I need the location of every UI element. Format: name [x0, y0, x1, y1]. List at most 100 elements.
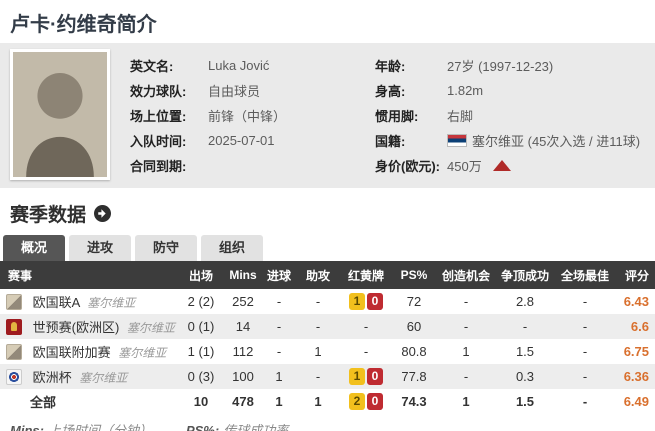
col-header-motm: 全场最佳: [554, 261, 616, 289]
footnote-ps: PS%: 传球成功率: [185, 423, 289, 431]
mins-cell: 252: [232, 294, 254, 309]
goals-cell: -: [276, 319, 282, 334]
season-stats-table: 赛事 出场 Mins 进球 助攻 红黄牌 PS% 创造机会 争顶成功 全场最佳 …: [0, 261, 655, 414]
team-name[interactable]: 塞尔维亚: [79, 371, 128, 385]
field-label: 效力球队:: [130, 84, 187, 99]
ps-cell: 77.8: [401, 369, 427, 384]
competition-icon: [6, 369, 22, 385]
aerials-cell: 1.5: [515, 344, 535, 359]
aerials-cell: 1.5: [515, 394, 535, 409]
competition-name[interactable]: 欧国联A: [32, 295, 80, 310]
player-profile-panel: 英文名: Luka Jović 效力球队: 自由球员 场上位置: 前锋（中锋） …: [0, 43, 655, 188]
competition-icon: [6, 319, 22, 335]
chances-cell: -: [463, 369, 469, 384]
chances-cell: -: [463, 319, 469, 334]
chances-cell: 1: [462, 394, 470, 409]
apps-cell: 0 (1): [187, 319, 215, 334]
apps-cell: 2 (2): [187, 294, 215, 309]
assists-cell: -: [315, 319, 321, 334]
motm-cell: -: [582, 369, 588, 384]
ps-cell: 74.3: [401, 394, 427, 409]
total-label: 全部: [30, 395, 57, 410]
goals-cell: 1: [275, 369, 283, 384]
goals-cell: 1: [275, 394, 283, 409]
field-value: 前锋（中锋）: [208, 109, 287, 124]
field-label: 入队时间:: [130, 134, 187, 149]
col-header-rating: 评分: [616, 261, 655, 289]
field-value: 自由球员: [208, 84, 261, 99]
yellow-card-badge: 1: [349, 368, 365, 385]
field-value: 1.82m: [447, 83, 484, 98]
col-header-assists: 助攻: [296, 261, 340, 289]
competition-icon: [6, 294, 22, 310]
table-row: 世预赛(欧洲区) 塞尔维亚 0 (1) 14 - - - 60 - - - 6.…: [0, 314, 655, 339]
competition-name[interactable]: 欧洲杯: [32, 370, 72, 385]
field-value: 塞尔维亚 (45次入选 / 进11球): [447, 131, 640, 150]
ps-cell: 80.8: [401, 344, 427, 359]
col-header-aerials: 争顶成功: [496, 261, 554, 289]
tab-defense[interactable]: 防守: [135, 235, 197, 261]
col-header-cards: 红黄牌: [340, 261, 392, 289]
yellow-card-badge: 1: [349, 293, 365, 310]
field-label: 英文名:: [130, 59, 174, 74]
col-header-mins: Mins: [224, 261, 262, 289]
assists-cell: 1: [314, 394, 322, 409]
motm-cell: -: [582, 294, 588, 309]
info-row-age: 年龄: 27岁 (1997-12-23): [375, 53, 650, 78]
red-card-badge: 0: [367, 368, 383, 385]
assists-cell: 1: [314, 344, 322, 359]
field-value: 右脚: [447, 109, 474, 124]
info-row-contract-end: 合同到期:: [130, 153, 370, 178]
col-header-goals: 进球: [262, 261, 296, 289]
team-name[interactable]: 塞尔维亚: [118, 346, 167, 360]
info-row-position: 场上位置: 前锋（中锋）: [130, 103, 370, 128]
info-row-market-value: 身价(欧元): 450万: [375, 153, 650, 178]
mins-cell: 478: [232, 394, 254, 409]
red-card-badge: 0: [367, 293, 383, 310]
stats-tab-bar: 概况 进攻 防守 组织: [0, 235, 655, 261]
trend-up-icon: [492, 160, 511, 171]
tab-overview[interactable]: 概况: [3, 235, 65, 261]
competition-name[interactable]: 欧国联附加赛: [32, 345, 111, 360]
field-value: Luka Jović: [208, 58, 270, 73]
info-row-nationality: 国籍: 塞尔维亚 (45次入选 / 进11球): [375, 128, 650, 153]
player-photo: [10, 49, 110, 180]
profile-info-right: 年龄: 27岁 (1997-12-23) 身高: 1.82m 惯用脚: 右脚 国…: [375, 53, 650, 178]
table-header-row: 赛事 出场 Mins 进球 助攻 红黄牌 PS% 创造机会 争顶成功 全场最佳 …: [0, 261, 655, 289]
tab-attack[interactable]: 进攻: [69, 235, 131, 261]
season-data-section-header: 赛季数据: [0, 188, 655, 235]
rating-cell: 6.43: [623, 294, 649, 309]
section-title: 赛季数据: [10, 205, 87, 226]
chances-cell: 1: [462, 344, 470, 359]
motm-cell: -: [582, 394, 588, 409]
yellow-card-badge: 2: [349, 393, 365, 410]
col-header-chances: 创造机会: [436, 261, 496, 289]
serbia-flag-icon: [447, 134, 467, 147]
goals-cell: -: [276, 294, 282, 309]
motm-cell: -: [582, 344, 588, 359]
tab-organization[interactable]: 组织: [201, 235, 263, 261]
ps-cell: 60: [406, 319, 422, 334]
field-label: 场上位置:: [130, 109, 187, 124]
circle-arrow-right-icon[interactable]: [94, 205, 112, 222]
chances-cell: -: [463, 294, 469, 309]
field-label: 惯用脚:: [375, 109, 419, 124]
nationality-text[interactable]: 塞尔维亚 (45次入选 / 进11球): [472, 134, 641, 149]
info-row-english-name: 英文名: Luka Jović: [130, 53, 370, 78]
cards-cell: -: [363, 344, 369, 359]
goals-cell: -: [276, 344, 282, 359]
aerials-cell: 0.3: [515, 369, 535, 384]
rating-cell: 6.75: [623, 344, 649, 359]
team-name[interactable]: 塞尔维亚: [126, 321, 175, 335]
aerials-cell: 2.8: [515, 294, 535, 309]
field-value: 450万: [447, 156, 511, 175]
rating-cell: 6.36: [623, 369, 649, 384]
team-name[interactable]: 塞尔维亚: [87, 296, 136, 310]
col-header-event: 赛事: [0, 261, 178, 289]
page-title: 卢卡·约维奇简介: [10, 14, 157, 36]
competition-name[interactable]: 世预赛(欧洲区): [32, 320, 120, 335]
aerials-cell: -: [522, 319, 528, 334]
